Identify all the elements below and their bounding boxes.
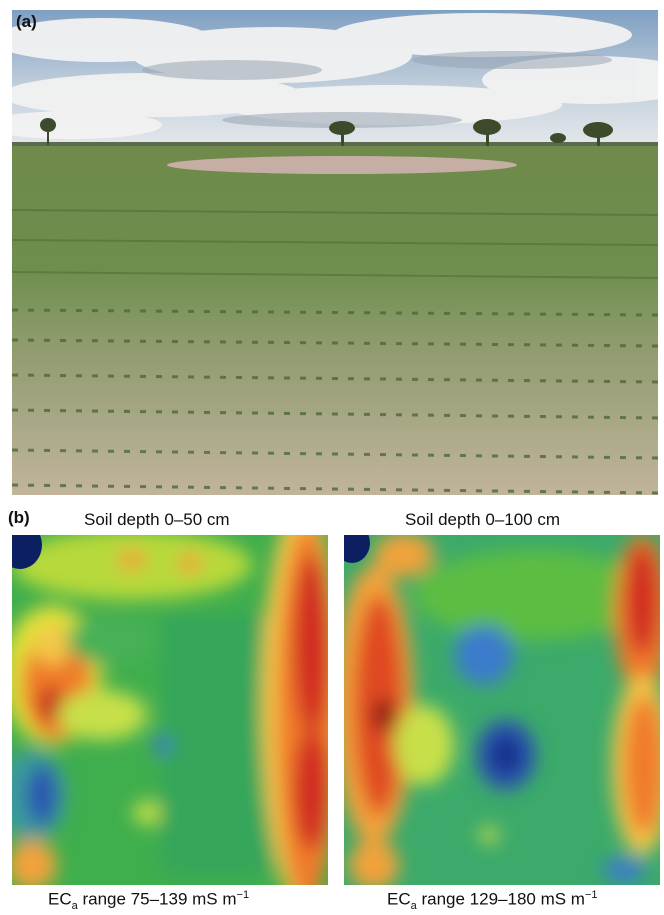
panel-b-label: (b) xyxy=(8,508,30,527)
map-1-title: Soil depth 0–50 cm xyxy=(84,510,230,529)
map-2-title: Soil depth 0–100 cm xyxy=(405,510,560,529)
field-photo xyxy=(12,10,658,495)
panel-a-label: (a) xyxy=(16,12,37,31)
map-1-ec-range: ECa range 75–139 mS m−1 xyxy=(48,889,250,913)
eca-map-0-100cm xyxy=(344,535,660,885)
eca-map-0-50cm xyxy=(12,535,328,885)
map-2-ec-range: ECa range 129–180 mS m−1 xyxy=(387,889,598,913)
